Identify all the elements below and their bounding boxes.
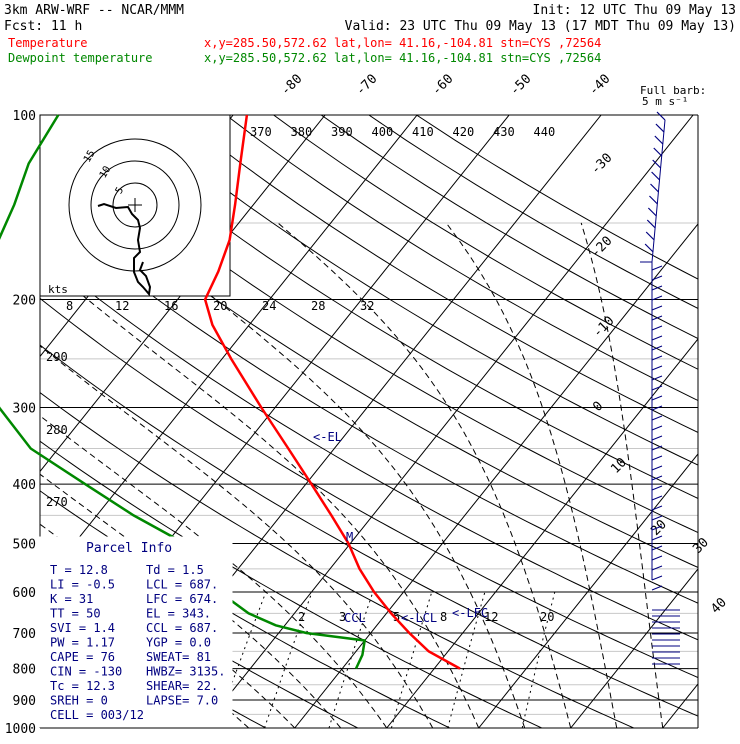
temperature-legend-label: Temperature (8, 36, 87, 50)
pressure-tick-label: 1000 (5, 722, 36, 737)
pressure-tick-label: 800 (13, 663, 36, 678)
parcel-row-left: SREH = 0 (50, 694, 108, 708)
dry-adiabat-label: 290 (46, 350, 68, 364)
hodograph-unit-label: kts (48, 283, 68, 296)
parcel-row-right: EL = 343. (146, 607, 211, 621)
theta-label: 400 (372, 125, 394, 139)
parcel-row-left: PW = 1.17 (50, 636, 115, 650)
parcel-row-left: TT = 50 (50, 607, 101, 621)
low-mixing-ratio-label: 8 (440, 610, 447, 624)
isotherm-label: -50 (507, 72, 534, 99)
theta-label: 430 (493, 125, 515, 139)
isotherm-label: 40 (708, 595, 730, 617)
parcel-row-left: CAPE = 76 (50, 650, 115, 664)
mixing-ratio-label: 20 (213, 299, 227, 313)
dewpoint-legend-location: x,y=285.50,572.62 lat,lon= 41.16,-104.81… (204, 51, 601, 65)
parcel-info-title: Parcel Info (86, 541, 172, 556)
parcel-row-right: Td = 1.5 (146, 563, 204, 577)
barb-legend-value: 5 m s⁻¹ (642, 95, 688, 108)
pressure-tick-label: 700 (13, 627, 36, 642)
pressure-tick-label: 500 (13, 538, 36, 553)
parcel-info-box: Parcel Info T = 12.8 Td = 1.5 LI = -0.5 LCL… (40, 537, 232, 727)
parcel-row-right: SHEAR= 22. (146, 679, 218, 693)
parcel-row-right: HWBZ= 3135. (146, 665, 225, 679)
parcel-row-right: LFC = 674. (146, 592, 218, 606)
mixing-ratio-label: 32 (360, 299, 374, 313)
parcel-row-left: SVI = 1.4 (50, 621, 115, 635)
pressure-tick-label: 400 (13, 478, 36, 493)
parcel-row-left: Tc = 12.3 (50, 679, 115, 693)
parcel-row-right: YGP = 0.0 (146, 636, 211, 650)
parcel-row-right: SWEAT= 81 (146, 650, 211, 664)
pressure-tick-label: 600 (13, 586, 36, 601)
parcel-row-left: LI = -0.5 (50, 578, 115, 592)
parcel-row-right: LAPSE= 7.0 (146, 694, 218, 708)
isotherm-label: -80 (278, 72, 305, 99)
lcl-annotation: <-LCL (401, 611, 437, 625)
parcel-row-left: CIN = -130 (50, 665, 122, 679)
el-annotation: <-EL (313, 430, 342, 444)
ccl-annotation: CCL (344, 611, 366, 625)
mixing-ratio-label: 8 (66, 299, 73, 313)
parcel-row-right: CCL = 687. (146, 621, 218, 635)
pressure-tick-label: 900 (13, 694, 36, 709)
theta-label: 370 (250, 125, 272, 139)
mixing-ratio-label: 24 (262, 299, 276, 313)
isotherm-label: -70 (353, 72, 380, 99)
theta-label: 390 (331, 125, 353, 139)
theta-label: 380 (291, 125, 313, 139)
parcel-row-right: LCL = 687. (146, 578, 218, 592)
isotherm-label: -40 (586, 72, 613, 99)
dewpoint-legend-label: Dewpoint temperature (8, 51, 153, 65)
isotherm-label: -60 (429, 72, 456, 99)
parcel-row-left: K = 31 (50, 592, 93, 606)
dry-adiabat-label: 280 (46, 423, 68, 437)
lfc-annotation: <-LFC (452, 606, 488, 620)
mixing-ratio-label: 16 (164, 299, 178, 313)
theta-label: 440 (534, 125, 556, 139)
temperature-legend-location: x,y=285.50,572.62 lat,lon= 41.16,-104.81… (204, 36, 601, 50)
theta-label: 420 (453, 125, 475, 139)
parcel-row-left: CELL = 003/12 (50, 708, 144, 722)
pressure-tick-label: 200 (13, 294, 36, 309)
pressure-tick-label: 100 (13, 109, 36, 124)
init-time: Init: 12 UTC Thu 09 May 13 (533, 3, 737, 18)
parcel-marker: M (346, 530, 353, 544)
dry-adiabat-label: 270 (46, 495, 68, 509)
low-mixing-ratio-label: 20 (540, 610, 554, 624)
mixing-ratio-label: 28 (311, 299, 325, 313)
low-mixing-ratio-label: 2 (298, 610, 305, 624)
model-title: 3km ARW-WRF -- NCAR/MMM (4, 3, 184, 18)
forecast-hour: Fcst: 11 h (4, 19, 82, 34)
theta-label: 410 (412, 125, 434, 139)
valid-time: Valid: 23 UTC Thu 09 May 13 (17 MDT Thu … (345, 19, 736, 34)
pressure-tick-label: 300 (13, 402, 36, 417)
parcel-row-left: T = 12.8 (50, 563, 108, 577)
mixing-ratio-label: 12 (115, 299, 129, 313)
